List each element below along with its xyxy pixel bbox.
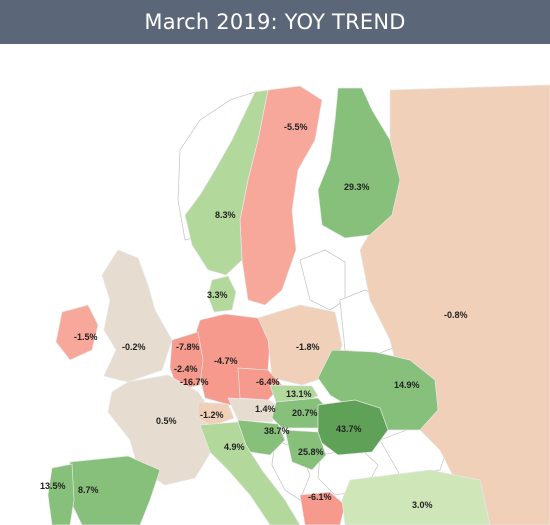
header-bar: March 2019: YOY TREND [0,0,550,44]
label-finland: 29.3% [344,182,370,192]
label-italy: 4.9% [224,442,245,452]
region-denmark [207,275,237,313]
label-ireland: -1.5% [74,332,98,342]
label-france: 0.5% [156,416,177,426]
label-uk: -0.2% [122,342,146,352]
label-belgium: -2.4% [174,364,198,374]
label-ukraine: 14.9% [394,380,420,390]
region-uk [101,249,173,383]
region-netherlands-belgium [169,331,204,391]
label-austria: 1.4% [255,404,276,414]
europe-choropleth-map: 29.3% -5.5% 8.3% -0.8% 3.3% -1.5% -0.2% … [40,84,550,525]
label-greece: -6.1% [308,492,332,502]
label-russia: -0.8% [444,310,468,320]
label-hungary: 20.7% [292,408,318,418]
region-italy [199,421,301,525]
label-netherlands: -7.8% [176,342,200,352]
label-slovakia: 13.1% [286,389,312,399]
label-romania: 43.7% [336,424,362,434]
region-switzerland [197,401,235,427]
region-ukraine [317,349,439,431]
region-greece [299,491,346,525]
label-serbia: 25.8% [298,447,324,457]
label-slovenia-croatia: 38.7% [264,426,290,436]
label-germany: -4.7% [214,356,238,366]
region-norway [184,89,269,276]
region-finland [317,87,401,239]
region-france [107,374,213,486]
label-norway: 8.3% [215,210,236,220]
label-sweden: -5.5% [284,122,308,132]
region-serbia [284,429,327,471]
map-title: March 2019: YOY TREND [144,10,406,34]
label-czechia: -6.4% [256,377,280,387]
label-portugal: 13.5% [40,481,66,491]
label-poland: -1.8% [296,342,320,352]
region-turkey [341,469,491,525]
baltic-states [299,249,346,311]
label-spain: 8.7% [78,485,99,495]
region-ireland [55,304,99,361]
region-portugal [47,463,75,525]
label-turkey: 3.0% [412,500,433,510]
label-luxembourg: -16.7% [180,377,209,387]
country-regions [47,84,550,525]
value-labels: 29.3% -5.5% 8.3% -0.8% 3.3% -1.5% -0.2% … [40,122,468,510]
label-switzerland: -1.2% [200,410,224,420]
label-denmark: 3.3% [207,290,228,300]
